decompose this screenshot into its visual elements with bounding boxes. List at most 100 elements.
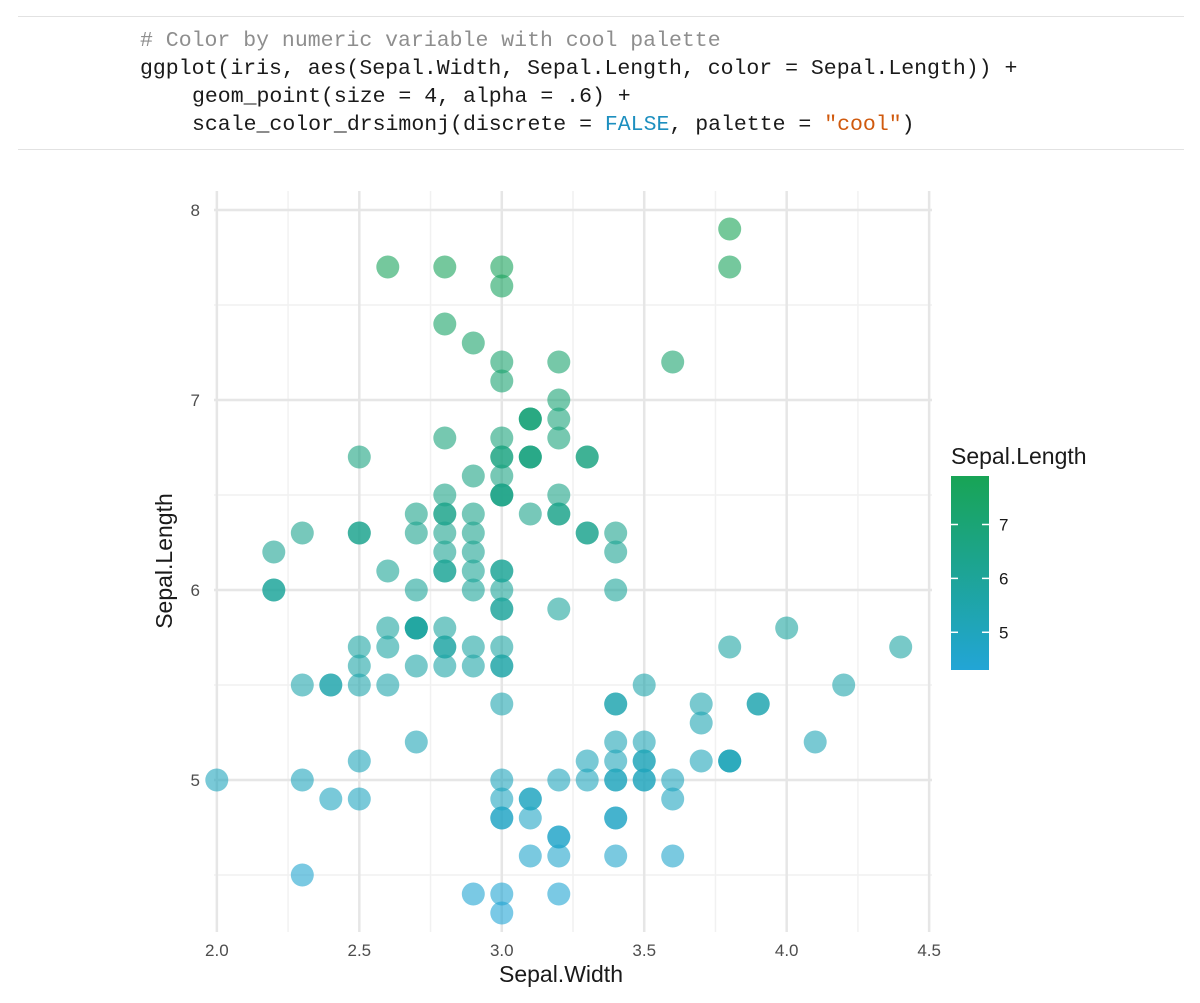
data-point	[547, 502, 571, 526]
data-point	[347, 673, 371, 697]
data-point	[490, 692, 514, 716]
x-tick-label: 2.0	[205, 941, 229, 960]
data-point	[518, 806, 542, 830]
y-tick-label: 7	[191, 391, 200, 410]
data-point	[518, 787, 542, 811]
data-point	[262, 578, 286, 602]
data-point	[461, 654, 485, 678]
data-point	[433, 521, 457, 545]
code-line-1: ggplot(iris, aes(Sepal.Width, Sepal.Leng…	[140, 57, 1018, 81]
data-point	[461, 559, 485, 583]
data-point	[604, 521, 628, 545]
data-point	[347, 749, 371, 773]
data-point	[290, 768, 314, 792]
data-point	[433, 255, 457, 279]
data-point	[433, 635, 457, 659]
x-tick-label: 2.5	[347, 941, 371, 960]
x-tick-label: 3.5	[632, 941, 656, 960]
data-point	[547, 350, 571, 374]
grid-minor	[214, 191, 932, 932]
data-point	[433, 540, 457, 564]
code-line-3-post: )	[901, 113, 915, 137]
data-point	[490, 445, 514, 469]
data-point	[290, 863, 314, 887]
data-point	[490, 426, 514, 450]
data-point	[775, 616, 799, 640]
legend-tick-label: 6	[999, 569, 1008, 588]
y-axis-ticks: 5 6 7 8	[191, 201, 200, 790]
data-point	[433, 483, 457, 507]
data-point	[404, 521, 428, 545]
data-point	[661, 844, 685, 868]
data-point	[718, 255, 742, 279]
data-point	[604, 578, 628, 602]
data-point	[490, 806, 514, 830]
data-point	[290, 673, 314, 697]
x-axis-ticks: 2.0 2.5 3.0 3.5 4.0 4.5	[205, 941, 941, 960]
data-point	[689, 692, 713, 716]
data-point	[604, 768, 628, 792]
x-tick-label: 3.0	[490, 941, 514, 960]
data-point	[347, 635, 371, 659]
data-point	[518, 502, 542, 526]
data-point	[547, 844, 571, 868]
legend-ticks: 5 6 7	[951, 516, 1008, 642]
data-point	[461, 540, 485, 564]
data-point	[347, 445, 371, 469]
data-point	[490, 901, 514, 925]
data-point	[604, 749, 628, 773]
data-point	[319, 787, 343, 811]
data-point	[433, 616, 457, 640]
data-point	[689, 711, 713, 735]
data-point	[490, 578, 514, 602]
data-point	[490, 882, 514, 906]
code-line-3-pre: scale_color_drsimonj(discrete =	[192, 113, 605, 137]
data-point	[518, 844, 542, 868]
data-point	[461, 464, 485, 488]
data-point	[575, 768, 599, 792]
grid-major	[214, 191, 932, 932]
data-point	[433, 426, 457, 450]
x-tick-label: 4.0	[775, 941, 799, 960]
data-point	[632, 673, 656, 697]
data-point	[490, 255, 514, 279]
data-point	[347, 787, 371, 811]
data-point	[661, 768, 685, 792]
data-point	[604, 806, 628, 830]
data-point	[661, 350, 685, 374]
code-keyword-false: FALSE	[604, 113, 670, 137]
code-comment: # Color by numeric variable with cool pa…	[140, 29, 721, 53]
data-point	[604, 692, 628, 716]
code-string-cool: "cool"	[824, 113, 902, 137]
data-point	[404, 616, 428, 640]
data-point	[461, 521, 485, 545]
data-point	[490, 464, 514, 488]
data-point	[433, 654, 457, 678]
data-point	[376, 635, 400, 659]
data-point	[832, 673, 856, 697]
data-point	[404, 654, 428, 678]
y-tick-label: 8	[191, 201, 200, 220]
legend-title: Sepal.Length	[951, 443, 1087, 469]
legend-tick-label: 5	[999, 623, 1008, 642]
data-point	[575, 749, 599, 773]
data-point	[547, 882, 571, 906]
data-point	[461, 502, 485, 526]
data-point	[490, 274, 514, 298]
data-point	[547, 426, 571, 450]
data-point	[461, 882, 485, 906]
data-point	[262, 540, 286, 564]
data-point	[547, 483, 571, 507]
data-point	[632, 730, 656, 754]
data-point	[718, 217, 742, 241]
data-point	[604, 730, 628, 754]
data-point	[376, 255, 400, 279]
x-tick-label: 4.5	[917, 941, 941, 960]
y-tick-label: 6	[191, 581, 200, 600]
data-point	[689, 749, 713, 773]
data-point	[632, 768, 656, 792]
data-point	[490, 787, 514, 811]
data-point	[547, 388, 571, 412]
data-point	[347, 654, 371, 678]
data-point	[404, 578, 428, 602]
